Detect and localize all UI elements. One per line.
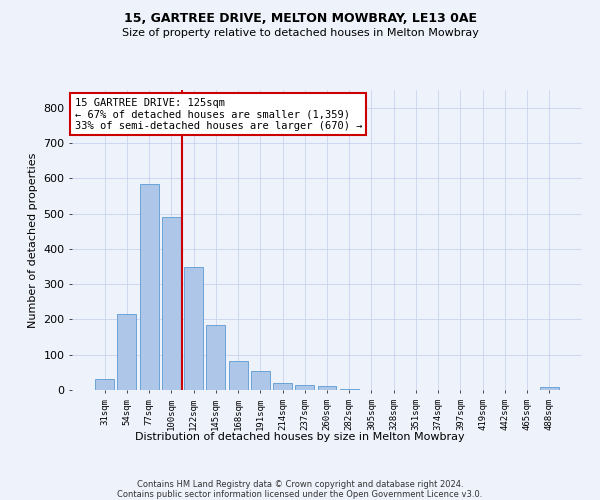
Text: 15, GARTREE DRIVE, MELTON MOWBRAY, LE13 0AE: 15, GARTREE DRIVE, MELTON MOWBRAY, LE13 …: [124, 12, 476, 26]
Bar: [118, 314, 136, 390]
Bar: [540, 387, 559, 390]
Bar: [206, 326, 225, 390]
Bar: [273, 383, 292, 390]
Y-axis label: Number of detached properties: Number of detached properties: [28, 152, 38, 328]
Text: Size of property relative to detached houses in Melton Mowbray: Size of property relative to detached ho…: [122, 28, 478, 38]
Text: 15 GARTREE DRIVE: 125sqm
← 67% of detached houses are smaller (1,359)
33% of sem: 15 GARTREE DRIVE: 125sqm ← 67% of detach…: [74, 98, 362, 130]
Bar: [162, 217, 181, 390]
Bar: [184, 267, 203, 390]
Bar: [95, 380, 114, 390]
Bar: [140, 184, 158, 390]
Bar: [229, 360, 248, 390]
Text: Contains HM Land Registry data © Crown copyright and database right 2024.
Contai: Contains HM Land Registry data © Crown c…: [118, 480, 482, 500]
Bar: [251, 370, 270, 390]
Text: Distribution of detached houses by size in Melton Mowbray: Distribution of detached houses by size …: [135, 432, 465, 442]
Bar: [317, 386, 337, 390]
Bar: [295, 384, 314, 390]
